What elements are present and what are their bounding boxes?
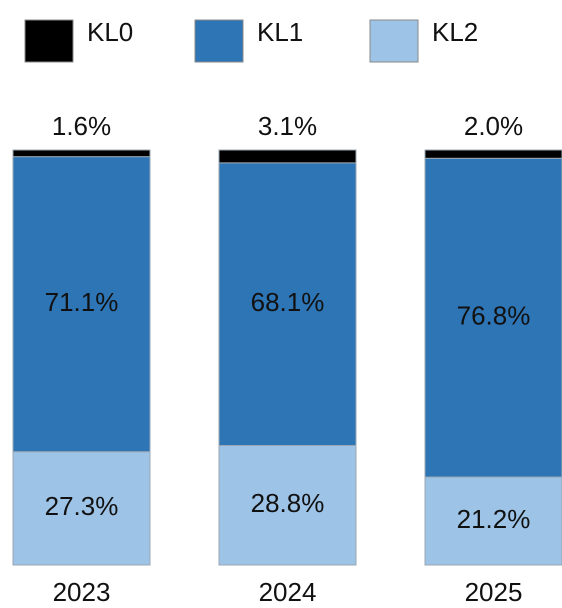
data-label: 21.2% (457, 504, 531, 534)
bar-segment (12, 149, 151, 158)
data-label: 2.0% (464, 111, 523, 141)
data-label: 68.1% (251, 287, 325, 317)
legend-label: KL1 (257, 17, 303, 47)
bar-segment (218, 149, 357, 164)
legend-label: KL0 (87, 17, 133, 47)
x-tick-label: 2023 (53, 577, 111, 607)
x-tick-label: 2024 (259, 577, 317, 607)
bar-segment (218, 162, 357, 446)
bar-segment (12, 156, 151, 453)
x-tick-label: 2025 (465, 577, 523, 607)
data-label: 27.3% (45, 491, 119, 521)
bar-segment (424, 149, 562, 159)
legend-label: KL2 (432, 17, 478, 47)
bar-segment (424, 157, 562, 478)
bar-segment (12, 451, 151, 566)
data-label: 28.8% (251, 488, 325, 518)
legend-swatch (24, 19, 74, 63)
legend-swatch (369, 19, 419, 63)
data-label: 76.8% (457, 301, 531, 331)
data-label: 71.1% (45, 287, 119, 317)
legend-swatch (194, 19, 244, 63)
bar-segment (424, 476, 562, 566)
data-label: 3.1% (258, 111, 317, 141)
data-label: 1.6% (52, 111, 111, 141)
